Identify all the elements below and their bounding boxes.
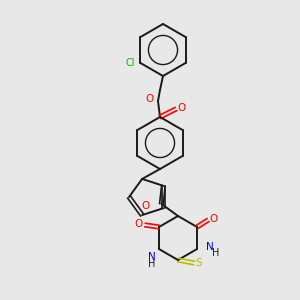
- Text: O: O: [146, 94, 154, 104]
- Text: O: O: [135, 219, 143, 229]
- Text: O: O: [177, 103, 185, 113]
- Text: O: O: [141, 201, 150, 211]
- Text: H: H: [212, 248, 220, 258]
- Text: N: N: [206, 242, 214, 252]
- Text: O: O: [209, 214, 217, 224]
- Text: H: H: [148, 259, 156, 269]
- Text: Cl: Cl: [126, 58, 135, 68]
- Text: S: S: [196, 258, 202, 268]
- Text: N: N: [148, 252, 156, 262]
